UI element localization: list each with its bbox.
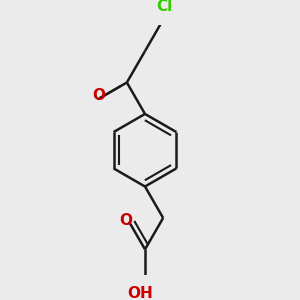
Text: OH: OH — [127, 286, 153, 300]
Text: O: O — [119, 213, 133, 228]
Text: Cl: Cl — [156, 0, 172, 14]
Text: O: O — [92, 88, 105, 104]
